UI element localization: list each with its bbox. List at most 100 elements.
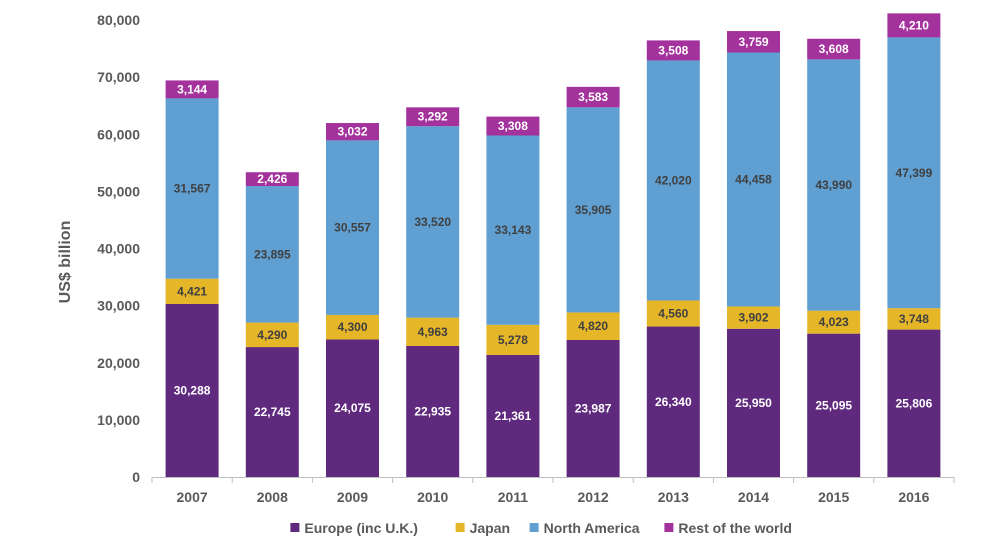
data-label: 22,745	[254, 405, 291, 419]
bar-segment	[406, 126, 460, 318]
data-label: 4,963	[418, 325, 448, 339]
legend-item: Rest of the world	[664, 520, 792, 536]
bar-segment	[486, 116, 540, 136]
bar-stack-2015: 25,095 4,023 43,990 3,608	[807, 38, 861, 477]
y-tick-label: 50,000	[97, 183, 140, 199]
data-label: 47,399	[896, 166, 933, 180]
data-label: 22,935	[414, 404, 451, 418]
legend-swatch	[664, 523, 674, 532]
data-label: 3,308	[498, 119, 528, 133]
data-label: 42,020	[655, 173, 692, 187]
bar-segment	[326, 339, 379, 477]
bar-segment	[807, 59, 861, 311]
x-tick-label: 2007	[177, 489, 208, 505]
bars: 30,2884,42131,5673,14422,7454,29023,8952…	[165, 13, 941, 477]
y-tick-label: 80,000	[97, 12, 140, 28]
x-tick-label: 2012	[578, 489, 609, 505]
data-label: 2,426	[257, 172, 287, 186]
bar-segment	[646, 60, 700, 301]
data-label: 25,950	[735, 396, 772, 410]
bar-segment	[165, 98, 219, 279]
data-label: 35,905	[575, 203, 612, 217]
bar-segment	[887, 308, 941, 330]
legend-label: North America	[544, 520, 640, 536]
bar-segment	[165, 80, 219, 99]
data-label: 3,608	[819, 42, 849, 56]
bar-segment	[566, 339, 620, 477]
data-label: 43,990	[815, 178, 852, 192]
legend-label: Japan	[470, 520, 510, 536]
y-tick-label: 30,000	[97, 298, 140, 314]
data-label: 4,210	[899, 18, 929, 32]
bar-stack-2013: 26,340 4,560 42,020 3,508	[646, 40, 700, 477]
bar-stack-2009: 24,075 4,300 30,557 3,032	[326, 123, 379, 477]
data-label: 3,759	[738, 35, 768, 49]
data-label: 3,292	[418, 110, 448, 124]
bar-segment	[245, 172, 299, 187]
data-label: 4,300	[337, 320, 367, 334]
bar-segment	[486, 354, 540, 477]
data-label: 3,144	[177, 82, 207, 96]
bar-stack-2010: 22,935 4,963 33,520 3,292	[406, 107, 460, 477]
y-tick-label: 60,000	[97, 126, 140, 142]
bar-segment	[807, 38, 861, 60]
x-tick-label: 2013	[658, 489, 689, 505]
x-tick-label: 2008	[257, 489, 288, 505]
bar-segment	[887, 329, 941, 477]
data-label: 33,143	[495, 223, 532, 237]
bar-stack-2008: 22,745 4,290 23,895 2,426	[245, 172, 299, 477]
x-tick-label: 2015	[818, 489, 849, 505]
bar-segment	[406, 317, 460, 346]
data-label: 5,278	[498, 333, 528, 347]
y-tick-label: 40,000	[97, 241, 140, 257]
bar-segment	[486, 135, 540, 325]
data-label: 21,361	[495, 409, 532, 423]
bar-segment	[406, 107, 460, 127]
y-tick-label: 0	[132, 469, 140, 485]
data-label: 3,032	[337, 125, 367, 139]
x-tick-label: 2014	[738, 489, 769, 505]
legend-label: Europe (inc U.K.)	[304, 520, 418, 536]
x-tick-label: 2010	[417, 489, 448, 505]
x-axis: 2007 2008 2009 2010 2011 2012 2013 2014 2015 2016	[151, 477, 955, 505]
bar-stack-2012: 23,987 4,820 35,905 3,583	[566, 86, 620, 477]
data-label: 30,557	[334, 221, 371, 235]
data-label: 4,421	[177, 284, 207, 298]
data-label: 30,288	[174, 383, 211, 397]
bar-segment	[245, 347, 299, 477]
bar-stack-2011: 21,361 5,278 33,143 3,308	[486, 116, 540, 477]
bar-segment	[165, 303, 219, 477]
y-tick-label: 10,000	[97, 412, 140, 428]
y-tick-label: 20,000	[97, 355, 140, 371]
data-label: 3,508	[658, 43, 688, 57]
bar-segment	[486, 324, 540, 355]
data-label: 3,748	[899, 312, 929, 326]
data-label: 3,902	[738, 311, 768, 325]
bar-segment	[646, 326, 700, 477]
legend: Europe (inc U.K.) Japan North America Rest …	[290, 520, 792, 536]
data-label: 3,583	[578, 90, 608, 104]
legend-label: Rest of the world	[678, 520, 792, 536]
legend-item: North America	[529, 520, 640, 536]
data-label: 4,560	[658, 307, 688, 321]
bar-segment	[406, 345, 460, 477]
x-tick-label: 2011	[498, 489, 529, 505]
data-label: 33,520	[414, 215, 451, 229]
y-tick-label: 70,000	[97, 69, 140, 85]
data-label: 44,458	[735, 172, 772, 186]
bar-segment	[646, 300, 700, 327]
bar-segment	[245, 322, 299, 348]
bar-segment	[727, 306, 780, 329]
bar-segment	[727, 52, 780, 307]
data-label: 31,567	[174, 182, 211, 196]
data-label: 25,806	[896, 396, 933, 410]
data-label: 23,987	[575, 401, 612, 415]
bar-segment	[887, 37, 941, 309]
data-label: 23,895	[254, 247, 291, 261]
bar-segment	[326, 314, 379, 340]
data-label: 4,290	[257, 328, 287, 342]
bar-stack-2007: 30,288 4,421 31,567 3,144	[165, 80, 219, 477]
bar-segment	[245, 186, 299, 323]
bar-segment	[165, 278, 219, 304]
bar-segment	[646, 40, 700, 61]
